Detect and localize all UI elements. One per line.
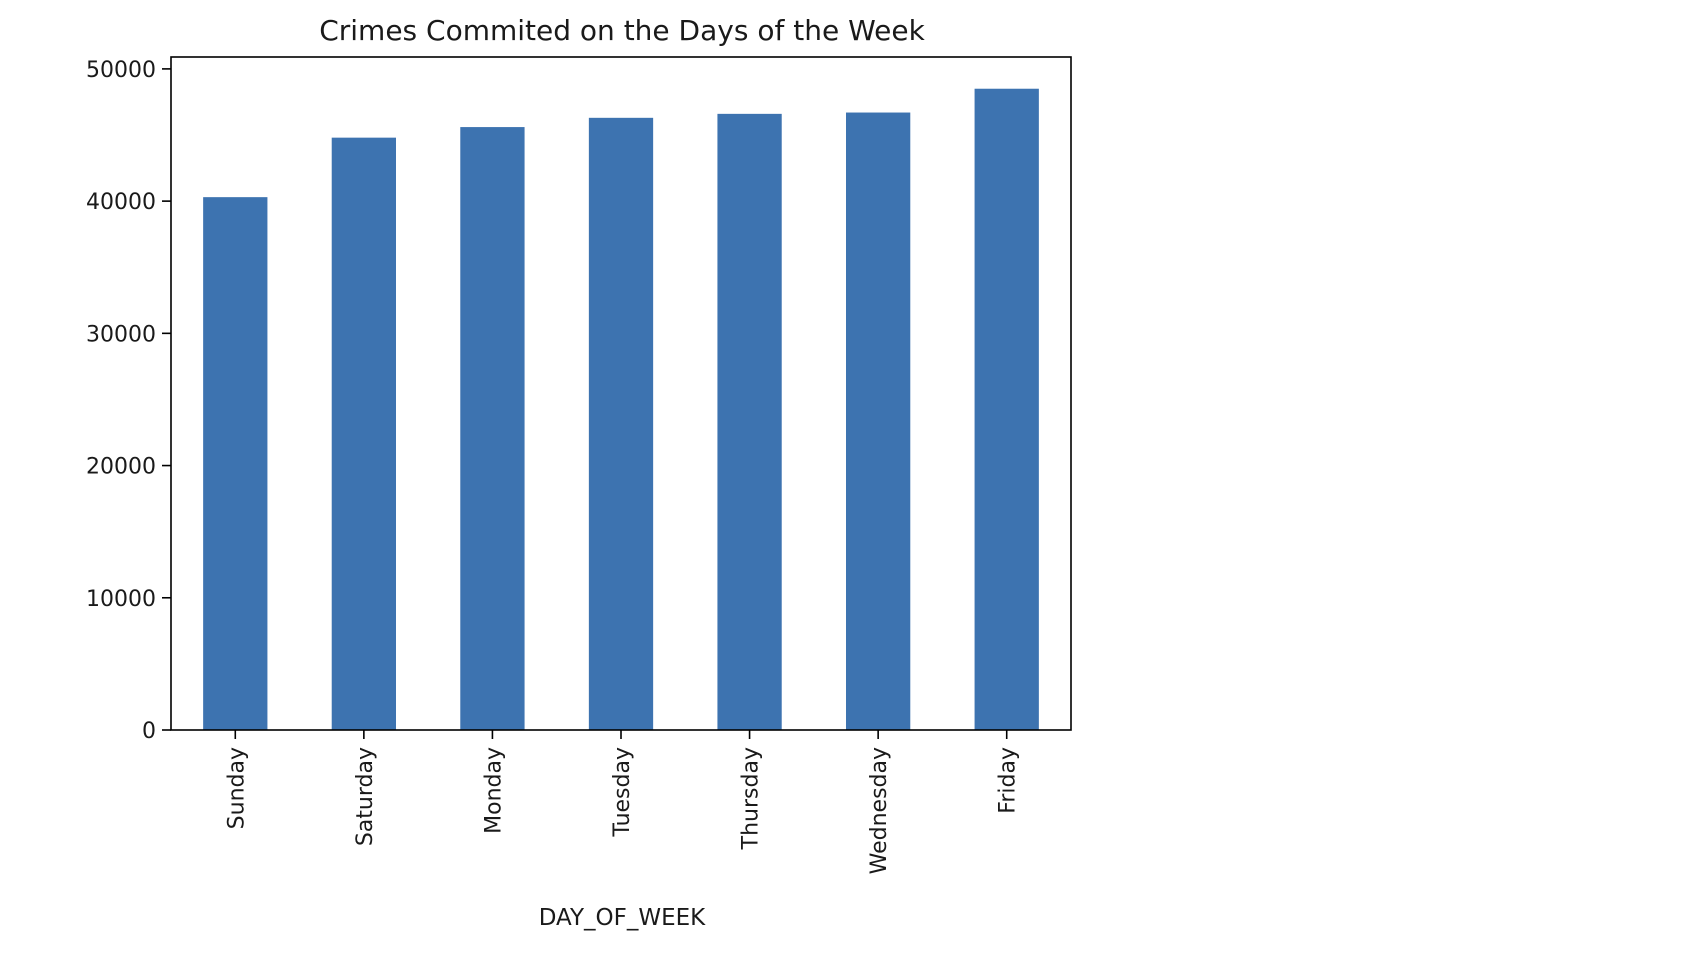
- x-axis-label: DAY_OF_WEEK: [539, 905, 706, 931]
- bar-friday: [974, 88, 1039, 731]
- x-tick-label: Wednesday: [867, 747, 892, 874]
- y-tick-label: 40000: [86, 190, 156, 215]
- bar-saturday: [331, 137, 396, 730]
- bar-monday: [460, 127, 525, 731]
- chart-title: Crimes Commited on the Days of the Week: [319, 14, 925, 47]
- bars-group: [203, 88, 1039, 731]
- x-tick-label: Thursday: [739, 747, 764, 850]
- x-tick-label: Tuesday: [610, 747, 635, 838]
- x-tick-label: Saturday: [353, 747, 378, 846]
- x-tick-label: Friday: [996, 747, 1021, 814]
- y-tick-label: 0: [142, 719, 156, 744]
- y-tick-label: 10000: [86, 587, 156, 612]
- y-tick-label: 20000: [86, 455, 156, 480]
- x-tick-label: Sunday: [224, 747, 249, 829]
- x-axis: Sunday Saturday Monday Tuesday Thursday Wedne…: [224, 730, 1021, 874]
- y-tick-label: 30000: [86, 322, 156, 347]
- x-tick-label: Monday: [481, 747, 506, 834]
- y-tick-label: 50000: [86, 58, 156, 83]
- bar-wednesday: [846, 112, 911, 731]
- bar-sunday: [203, 197, 268, 730]
- y-axis: 0 10000 20000 30000 40000 50000: [86, 58, 171, 744]
- bar-thursday: [717, 113, 782, 730]
- bar-tuesday: [588, 117, 654, 730]
